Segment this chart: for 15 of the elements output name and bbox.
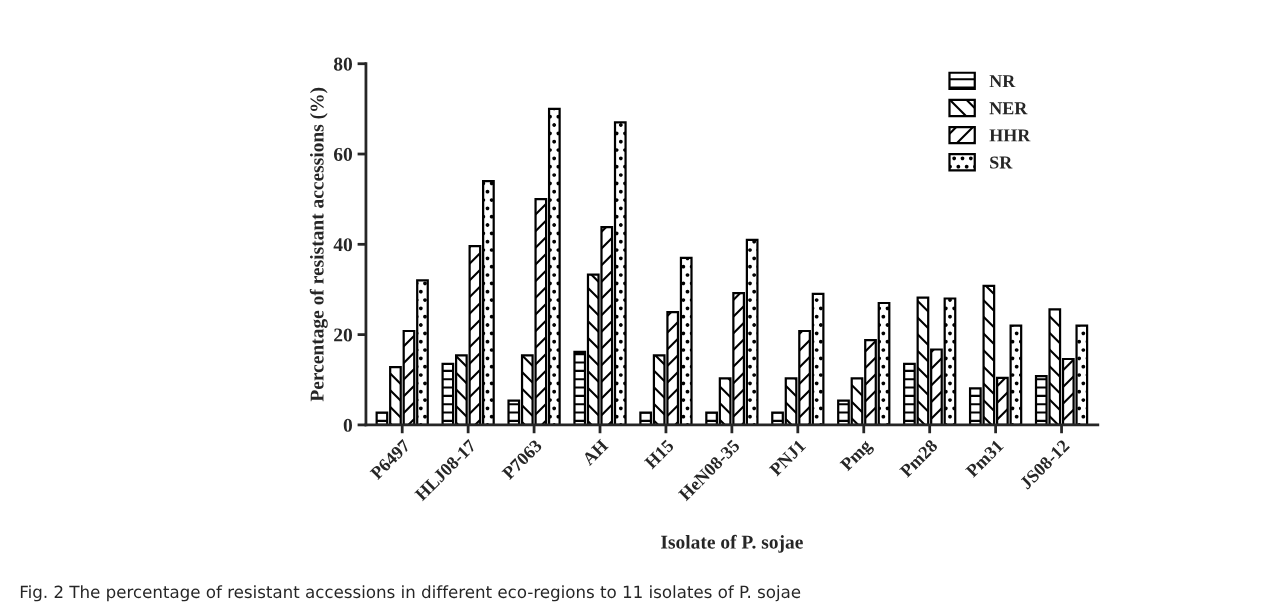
legend-label: HHR bbox=[989, 129, 1031, 142]
y-tick-label: 40 bbox=[333, 238, 352, 252]
y-axis-title: Percentage of resistant accessions (%) bbox=[309, 87, 328, 402]
y-tick-label: 0 bbox=[343, 418, 352, 432]
y-tick-label: 20 bbox=[334, 328, 352, 342]
y-tick-label: 60 bbox=[333, 147, 352, 161]
legend-label: SR bbox=[990, 156, 1013, 169]
x-tick-label: AH bbox=[581, 438, 609, 466]
y-tick-label: 80 bbox=[333, 57, 352, 71]
legend-label: NER bbox=[989, 102, 1028, 115]
x-tick-label: H15 bbox=[643, 438, 675, 470]
legend-label: NR bbox=[989, 75, 1016, 88]
x-axis-title: Isolate of P. sojae bbox=[661, 534, 803, 553]
caption: Fig. 2 The percentage of resistant accessions in different eco-regions to 11 isolates of P. sojae bbox=[20, 585, 801, 602]
x-tick-label: Pmg bbox=[839, 438, 876, 475]
